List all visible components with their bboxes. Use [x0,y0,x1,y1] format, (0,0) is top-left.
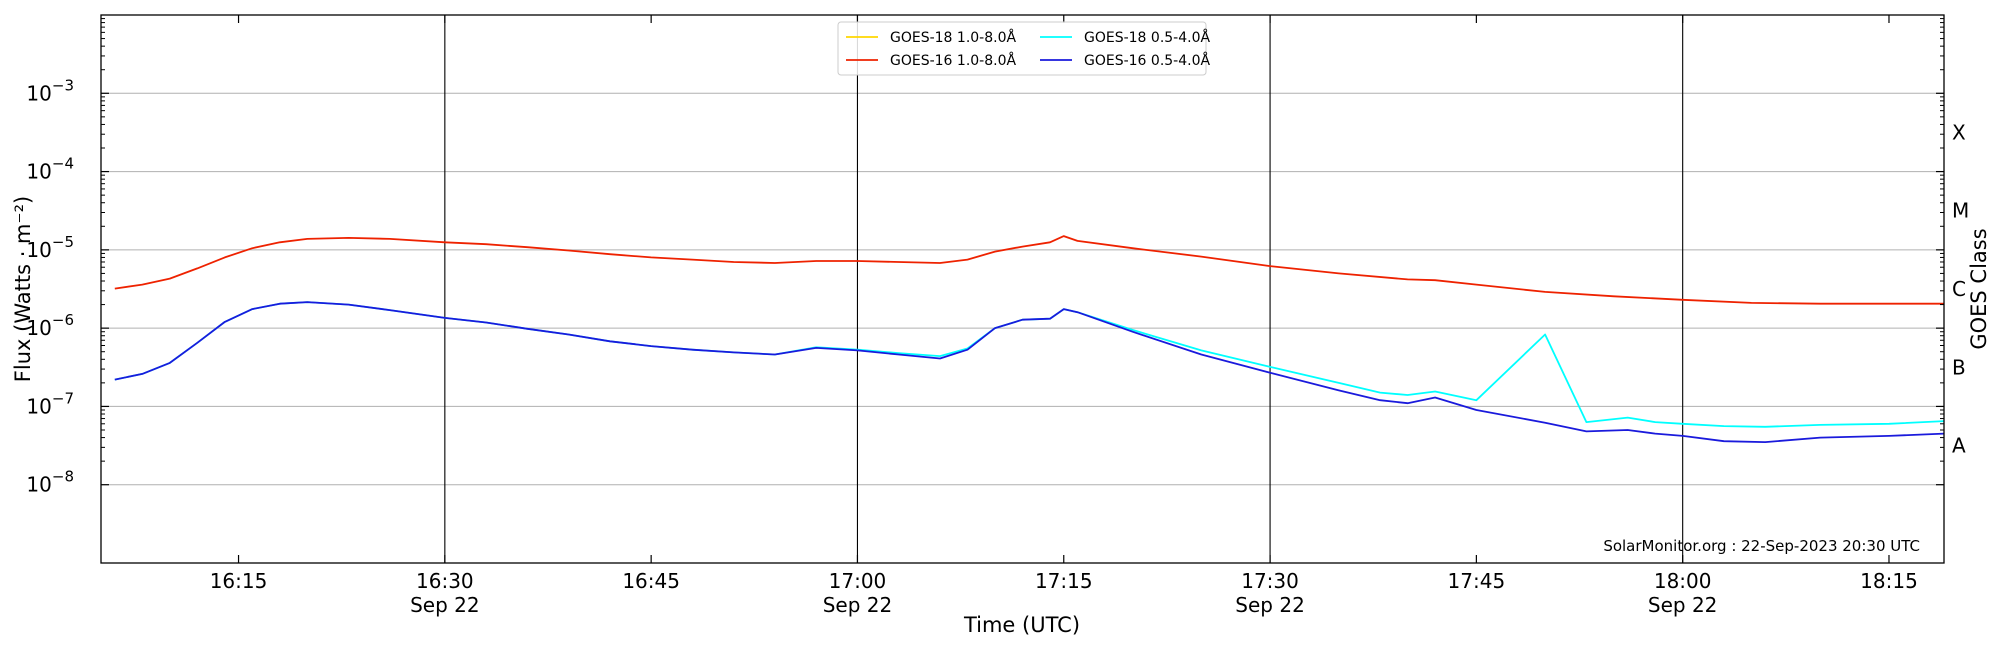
x-tick-label: 18:00 [1654,569,1712,593]
vertical-markers [444,15,1684,563]
x-tick-label: 16:45 [622,569,680,593]
x-tick-sublabel: Sep 22 [1235,593,1305,617]
legend: GOES-18 1.0-8.0Å GOES-16 1.0-8.0Å GOES-18 … [837,21,1210,76]
x-tick-sublabel: Sep 22 [1648,593,1718,617]
y-tick-label: 10−4 [26,155,74,184]
right-axis-label: GOES Class [1967,228,1991,349]
legend-items: GOES-18 1.0-8.0Å GOES-16 1.0-8.0Å GOES-18 … [846,29,1210,69]
series-line-1 [114,235,1944,305]
y-tick-exponent: −6 [52,311,74,329]
y-tick-exponent: −5 [52,233,74,251]
goes-class-label: C [1952,277,1966,301]
plot-frame [100,14,1945,564]
y-tick-exponent: −3 [52,76,74,94]
goes-class-labels: X M C B A [1952,120,1969,457]
legend-box [837,21,1207,76]
goes-class-label: M [1952,199,1969,223]
x-tick-label: 18:15 [1860,569,1918,593]
x-tick-label: 17:45 [1448,569,1506,593]
y-tick-exponent: −4 [52,155,74,173]
legend-label: GOES-16 1.0-8.0Å [890,52,1016,69]
x-tick-sublabel: Sep 22 [410,593,480,617]
y-tick-label: 10−3 [26,76,74,105]
series-line-3 [114,301,1945,443]
y-tick-exponent: −7 [52,389,74,407]
y-tick-exponent: −8 [52,468,74,486]
y-axis-label: Flux (Watts · m⁻²) [11,196,35,382]
legend-label: GOES-18 1.0-8.0Å [890,29,1016,46]
legend-label: GOES-16 0.5-4.0Å [1084,52,1210,69]
x-tick-label: 17:30 [1241,569,1299,593]
x-tick-label: 17:00 [829,569,887,593]
y-tick-label: 10−7 [26,389,74,418]
goes-class-label: X [1952,120,1966,144]
x-tick-label: 16:15 [210,569,268,593]
x-tick-label: 16:30 [416,569,474,593]
x-axis-label: Time (UTC) [963,613,1080,637]
y-tick-label: 10−6 [26,311,74,340]
credit-annotation: SolarMonitor.org : 22-Sep-2023 20:30 UTC [1603,537,1920,555]
legend-label: GOES-18 0.5-4.0Å [1084,29,1210,46]
x-tick-label: 17:15 [1035,569,1093,593]
y-axis-ticks: 10−310−410−510−610−710−8 [26,18,1944,497]
y-tick-label: 10−8 [26,468,74,497]
grid-layer [101,92,1944,486]
series-layer [114,235,1945,443]
goes-class-label: A [1952,434,1966,458]
goes-class-label: B [1952,355,1966,379]
x-tick-sublabel: Sep 22 [823,593,893,617]
series-line-2 [114,301,1945,428]
